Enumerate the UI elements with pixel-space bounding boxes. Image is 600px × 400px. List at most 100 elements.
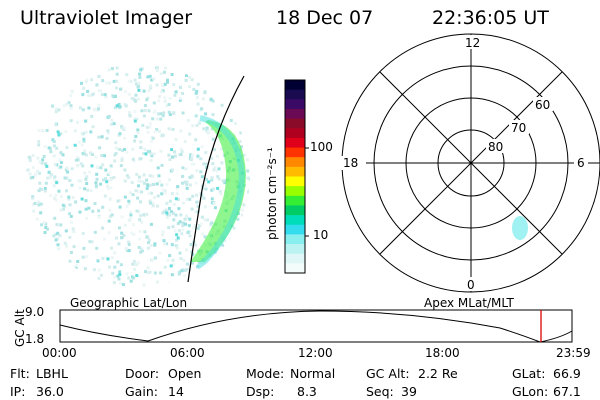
- speckle: [194, 243, 197, 247]
- speckle: [119, 263, 123, 267]
- polar-diagonal-2: [379, 71, 563, 255]
- speckle: [107, 171, 111, 175]
- speckle: [194, 114, 198, 118]
- speckle: [217, 177, 221, 181]
- speckle: [139, 157, 143, 161]
- speckle: [196, 204, 200, 208]
- speckle: [39, 202, 43, 206]
- speckle: [185, 248, 188, 252]
- speckle: [188, 183, 192, 187]
- speckle: [204, 151, 208, 155]
- speckle: [166, 215, 169, 219]
- speckle: [160, 163, 164, 167]
- speckle: [168, 97, 172, 100]
- speckle: [188, 234, 192, 238]
- speckle: [73, 129, 77, 133]
- speckle: [185, 197, 189, 201]
- speckle: [134, 189, 138, 193]
- speckle: [166, 258, 170, 262]
- speckle: [52, 154, 56, 158]
- speckle: [61, 203, 65, 207]
- speckle: [120, 215, 124, 219]
- colorbar-band: [285, 118, 305, 129]
- speckle: [213, 148, 216, 152]
- speckle: [202, 196, 206, 200]
- speckle: [143, 230, 147, 234]
- speckle: [96, 259, 100, 263]
- speckle: [185, 186, 189, 190]
- speckle: [236, 217, 240, 221]
- speckle: [175, 192, 179, 196]
- speckle: [153, 242, 157, 246]
- speckle: [81, 108, 85, 112]
- speckle: [203, 218, 207, 222]
- speckle: [90, 153, 94, 156]
- speckle: [43, 221, 46, 225]
- speckle: [180, 232, 184, 236]
- speckle: [170, 168, 174, 172]
- speckle: [131, 262, 135, 266]
- speckle: [109, 186, 113, 190]
- speckle: [71, 227, 75, 231]
- speckle: [104, 95, 108, 99]
- speckle: [88, 240, 92, 244]
- speckle: [83, 171, 87, 175]
- speckle: [87, 106, 91, 110]
- speckle: [132, 223, 135, 227]
- speckle: [137, 81, 141, 85]
- speckle: [151, 136, 155, 140]
- speckle: [108, 81, 112, 85]
- speckle: [178, 270, 182, 274]
- speckle: [31, 175, 35, 179]
- speckle: [80, 131, 84, 135]
- speckle: [91, 92, 95, 96]
- speckle: [108, 265, 111, 269]
- speckle: [209, 223, 213, 227]
- speckle: [114, 141, 118, 145]
- speckle: [91, 125, 95, 129]
- speckle: [194, 181, 198, 185]
- speckle: [101, 256, 105, 260]
- speckle: [178, 229, 181, 233]
- speckle: [129, 191, 132, 195]
- speckle: [74, 265, 78, 269]
- speckle: [202, 183, 206, 186]
- speckle: [200, 193, 204, 197]
- speckle: [167, 226, 171, 230]
- speckle: [143, 147, 147, 151]
- speckle-bright: [90, 164, 94, 168]
- speckle: [178, 98, 182, 102]
- speckle: [147, 192, 151, 196]
- speckle: [143, 108, 147, 112]
- speckle: [152, 183, 156, 186]
- speckle: [149, 201, 152, 205]
- speckle: [183, 217, 187, 221]
- speckle: [172, 202, 176, 206]
- speckle: [127, 218, 131, 222]
- mode-value: Normal: [290, 366, 336, 381]
- speckle: [81, 93, 85, 97]
- speckle: [126, 249, 129, 252]
- speckle: [53, 162, 57, 166]
- colorbar-tick-label-100: 100: [310, 140, 333, 154]
- speckle: [181, 111, 185, 115]
- speckle: [67, 197, 71, 201]
- speckle: [194, 138, 198, 142]
- speckle: [93, 108, 97, 112]
- speckle: [158, 251, 162, 255]
- speckle: [188, 217, 192, 221]
- speckle: [246, 158, 249, 162]
- speckle-bright: [196, 147, 200, 151]
- speckle: [45, 129, 49, 132]
- speckle: [145, 178, 149, 182]
- speckle: [241, 213, 244, 217]
- lat-label-60: 60: [535, 98, 551, 112]
- speckle: [204, 185, 208, 189]
- speckle: [133, 267, 137, 271]
- mlt-label-6: 6: [577, 156, 585, 170]
- speckle: [102, 178, 105, 182]
- polar-plot: [341, 33, 600, 293]
- speckle: [136, 261, 140, 265]
- speckle: [163, 99, 167, 103]
- speckle: [186, 231, 190, 235]
